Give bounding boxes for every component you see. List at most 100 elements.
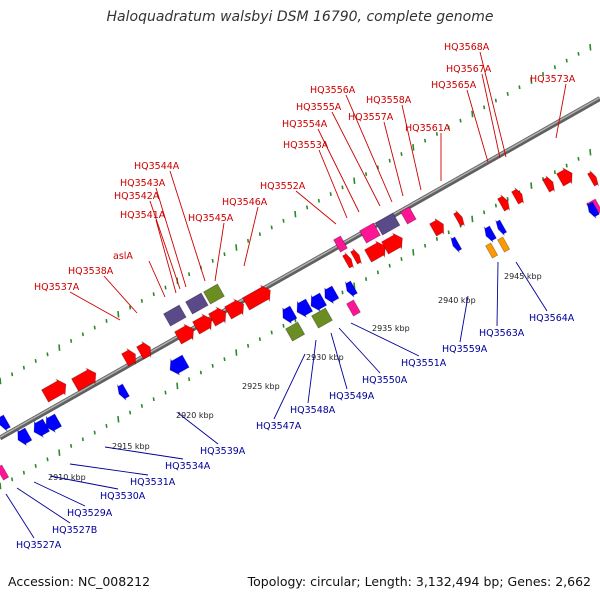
forward-small-gene-arrow bbox=[587, 169, 600, 188]
reverse-gene-arrow bbox=[482, 224, 498, 244]
reverse-scale-tick bbox=[413, 249, 414, 255]
forward-scale-tick bbox=[71, 339, 72, 343]
forward-scale-tick bbox=[555, 65, 556, 69]
forward-gene-label: HQ3553A bbox=[283, 140, 329, 151]
forward-scale-tick bbox=[366, 172, 367, 176]
reverse-gene-arrow-shape bbox=[494, 218, 508, 237]
reverse-scale-tick bbox=[472, 216, 473, 222]
reverse-gene-label: HQ3531A bbox=[130, 477, 176, 488]
forward-gene-arrow bbox=[542, 174, 558, 194]
reverse-gene-arrow-shape bbox=[449, 235, 463, 254]
forward-gene-label: HQ3537A bbox=[34, 282, 80, 293]
accession-label: Accession: NC_008212 bbox=[8, 574, 150, 589]
forward-scale-tick bbox=[153, 292, 154, 296]
reverse-scale-tick bbox=[59, 449, 60, 455]
reverse-gene-label: HQ3527A bbox=[16, 540, 62, 551]
forward-scale-tick bbox=[248, 239, 249, 243]
forward-scale-tick bbox=[425, 139, 426, 143]
forward-scale-tick bbox=[260, 232, 261, 236]
forward-gene-label: HQ3544A bbox=[134, 161, 180, 172]
forward-gene-leader bbox=[244, 207, 258, 266]
scale-label-6: 2940 kbp bbox=[438, 296, 476, 305]
reverse-scale-tick bbox=[236, 349, 237, 355]
forward-scale-tick bbox=[271, 226, 272, 230]
reverse-gene-arrow-shape bbox=[166, 353, 191, 378]
forward-gene-leader bbox=[332, 112, 380, 206]
reverse-scale-tick bbox=[271, 331, 272, 335]
reverse-scale-tick bbox=[165, 391, 166, 395]
genome-map-page: { "title": "Haloquadratum walsbyi DSM 16… bbox=[0, 0, 600, 600]
forward-scale-tick bbox=[590, 44, 591, 50]
reverse-gene-label: HQ3551A bbox=[401, 358, 447, 369]
reverse-gene-arrow-shape bbox=[343, 279, 359, 299]
forward-gene-label: HQ3546A bbox=[222, 197, 268, 208]
forward-scale-tick bbox=[165, 286, 166, 290]
reverse-scale-tick bbox=[531, 182, 532, 188]
reverse-gene-arrow bbox=[494, 218, 508, 237]
forward-gene-leader bbox=[482, 74, 500, 158]
reverse-scale-tick bbox=[389, 264, 390, 268]
forward-scale-tick bbox=[106, 319, 107, 323]
forward-small-gene-arrow-shape bbox=[587, 169, 600, 188]
reverse-gene-label: HQ3563A bbox=[479, 328, 525, 339]
forward-scale-tick bbox=[507, 92, 508, 96]
forward-gene-label: HQ3568A bbox=[444, 42, 490, 53]
reverse-gene-box bbox=[347, 300, 361, 316]
reverse-gene-leader bbox=[17, 488, 70, 523]
forward-scale-tick bbox=[566, 59, 567, 63]
forward-gene-box bbox=[204, 284, 225, 304]
reverse-scale-tick bbox=[566, 164, 567, 168]
reverse-scale-tick bbox=[378, 271, 379, 275]
reverse-gene-box-shape bbox=[312, 308, 333, 328]
reverse-gene-box bbox=[486, 243, 498, 258]
reverse-gene-label: HQ3530A bbox=[100, 491, 146, 502]
forward-scale-tick bbox=[189, 272, 190, 276]
forward-gene-leader bbox=[70, 292, 120, 320]
forward-gene-leader bbox=[215, 223, 224, 281]
reverse-gene-arrow bbox=[115, 382, 131, 402]
reverse-scale-tick bbox=[24, 471, 25, 475]
forward-gene-leader bbox=[480, 52, 506, 157]
forward-gene-label: HQ3552A bbox=[260, 181, 306, 192]
reverse-gene-label: HQ3548A bbox=[290, 405, 336, 416]
forward-scale-tick bbox=[59, 344, 60, 350]
forward-gene-label: HQ3545A bbox=[188, 213, 234, 224]
forward-scale-tick bbox=[24, 366, 25, 370]
reverse-scale-tick bbox=[12, 478, 13, 482]
scale-label-0: 2910 kbp bbox=[48, 473, 86, 482]
reverse-gene-label: HQ3534A bbox=[165, 461, 211, 472]
forward-scale-tick bbox=[283, 219, 284, 223]
reverse-gene-leader bbox=[497, 262, 498, 326]
forward-gene-label: HQ3573A bbox=[530, 74, 576, 85]
forward-gene-label: HQ3554A bbox=[282, 119, 328, 130]
forward-gene-label: HQ3556A bbox=[310, 85, 356, 96]
forward-gene-label: HQ3543A bbox=[120, 178, 166, 189]
reverse-gene-arrow bbox=[343, 279, 359, 299]
reverse-scale-tick bbox=[484, 210, 485, 214]
reverse-gene-arrow-shape bbox=[115, 382, 131, 402]
reverse-gene-label: HQ3539A bbox=[200, 446, 246, 457]
forward-gene-box bbox=[186, 293, 209, 314]
reverse-scale-tick bbox=[212, 364, 213, 368]
reverse-scale-tick bbox=[94, 431, 95, 435]
reverse-scale-tick bbox=[71, 444, 72, 448]
reverse-gene-box-shape bbox=[347, 300, 361, 316]
forward-scale-tick bbox=[484, 105, 485, 109]
forward-scale-tick bbox=[578, 52, 579, 56]
forward-gene-box-shape bbox=[204, 284, 225, 304]
forward-gene-label: HQ3558A bbox=[366, 95, 412, 106]
reverse-scale-tick bbox=[555, 170, 556, 174]
reverse-scale-tick bbox=[224, 357, 225, 361]
forward-gene-arrow-shape bbox=[556, 165, 577, 188]
reverse-scale-tick bbox=[590, 149, 591, 155]
reverse-gene-label: HQ3527B bbox=[52, 525, 97, 536]
forward-gene-leader bbox=[149, 261, 165, 297]
forward-gene-label: HQ3561A bbox=[405, 123, 451, 134]
forward-gene-label: HQ3538A bbox=[68, 266, 114, 277]
scale-label-1: 2915 kbp bbox=[112, 442, 150, 451]
forward-scale-tick bbox=[212, 259, 213, 263]
forward-gene-label: HQ3555A bbox=[296, 102, 342, 113]
forward-scale-tick bbox=[142, 299, 143, 303]
forward-gene-leader bbox=[170, 171, 205, 281]
genome-track-diagram: 2910 kbp2915 kbp2920 kbp2925 kbp2930 kbp… bbox=[0, 0, 600, 600]
